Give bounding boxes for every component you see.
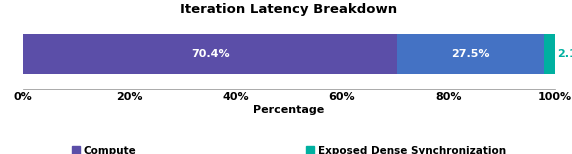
Bar	[398, 34, 543, 74]
Bar	[543, 34, 555, 74]
Text: 27.5%: 27.5%	[451, 49, 490, 59]
Legend: Compute, Exposed Embedding Communication, Exposed Dense Synchronization, Others: Compute, Exposed Embedding Communication…	[72, 146, 506, 154]
Text: 70.4%: 70.4%	[191, 49, 229, 59]
Title: Iteration Latency Breakdown: Iteration Latency Breakdown	[180, 3, 398, 16]
Text: 2.1%: 2.1%	[558, 49, 572, 59]
X-axis label: Percentage: Percentage	[253, 105, 324, 115]
Bar	[23, 34, 398, 74]
